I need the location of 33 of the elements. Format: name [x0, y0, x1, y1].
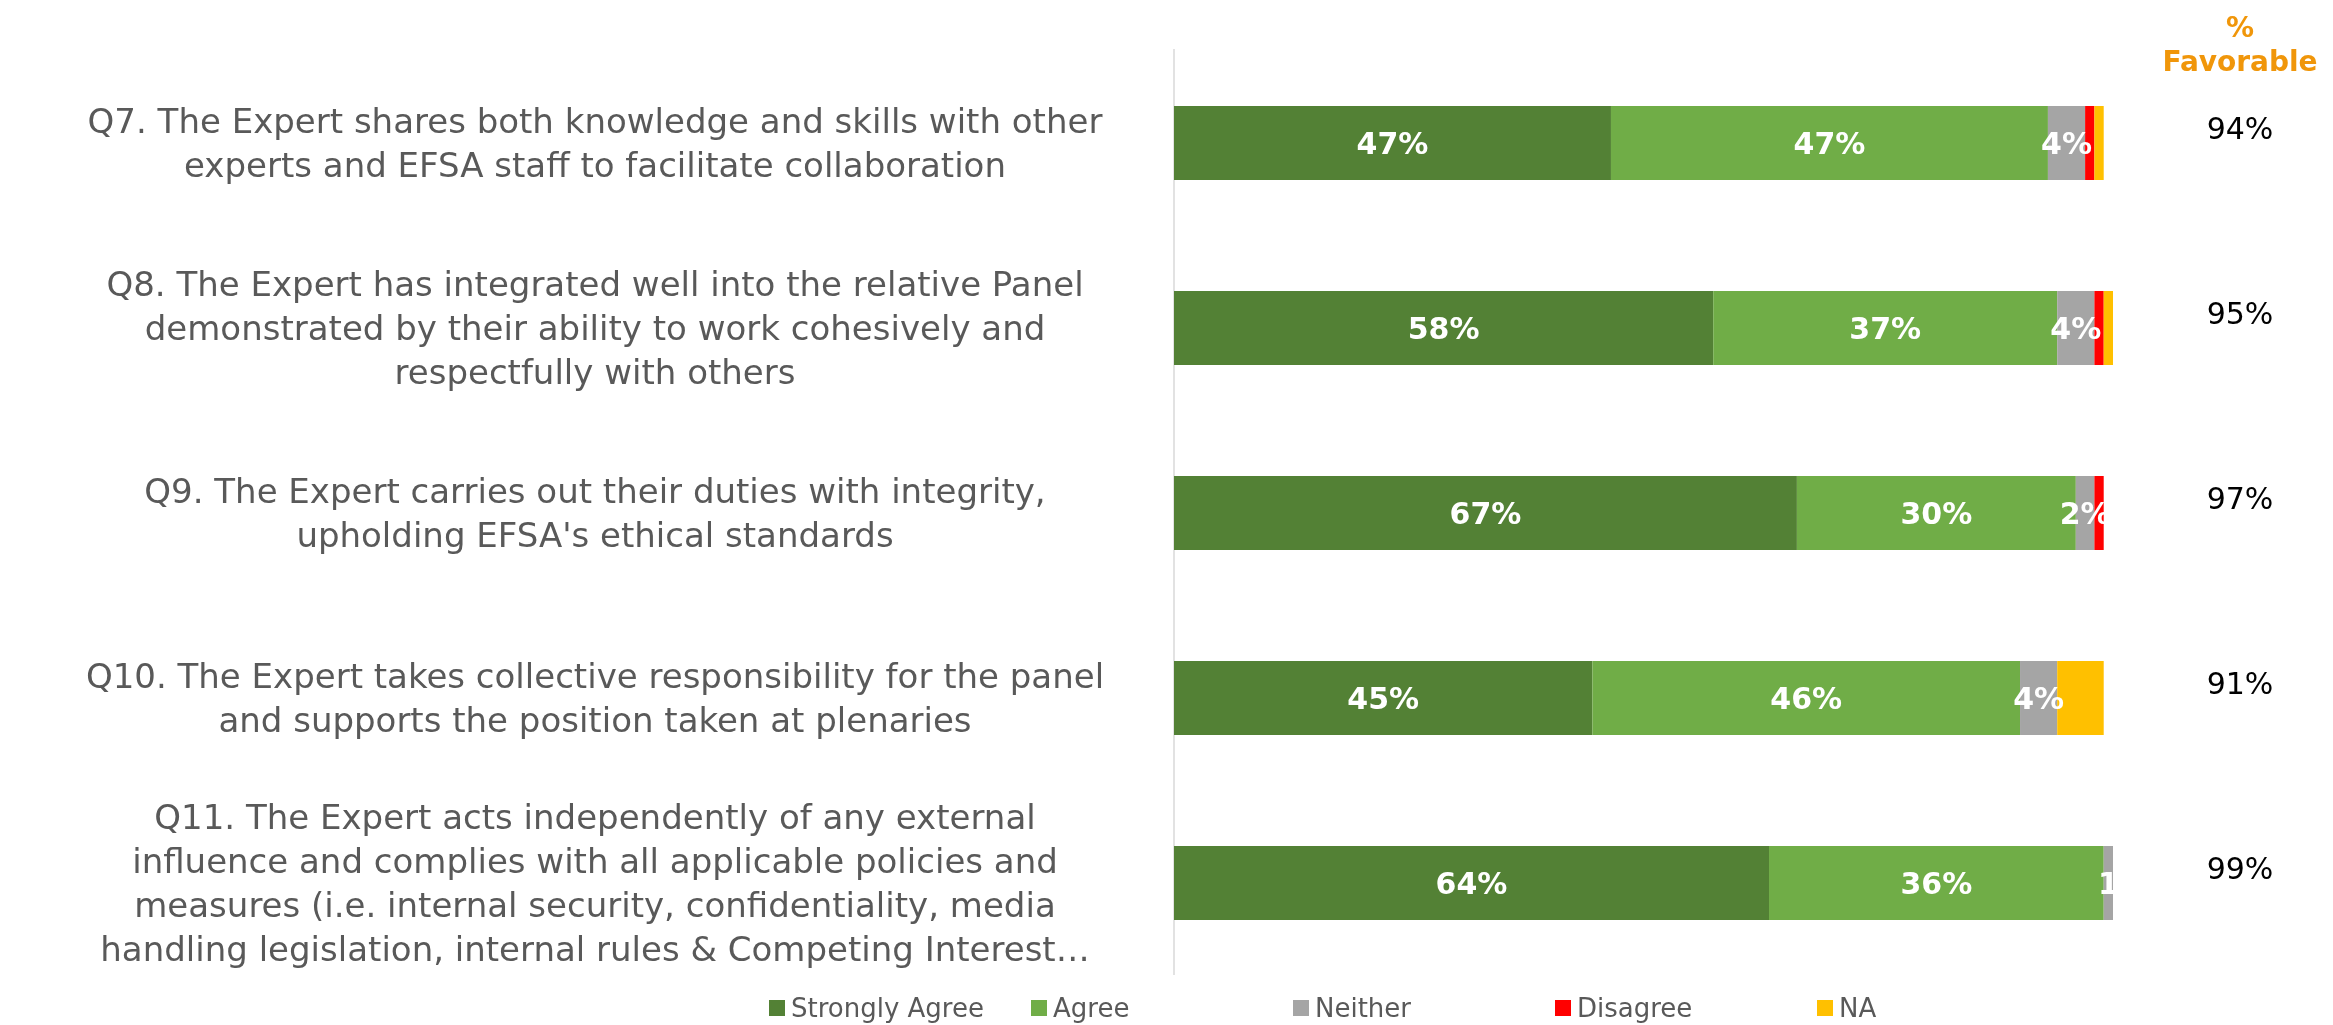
text: 97%	[2206, 481, 2274, 516]
text: 91%	[2206, 666, 2274, 701]
data-label: 30%	[1900, 495, 1973, 531]
y-tick-label: Q7. The Expert shares both knowledge and skills with other experts and EFSA staff to facilitate collaboration	[87, 100, 1103, 185]
bar	[1174, 661, 1593, 735]
legend-label: Neither	[1315, 993, 1412, 1024]
bar	[1174, 476, 1797, 550]
data-label: 45%	[1347, 680, 1420, 716]
data-label: 47%	[1793, 125, 1866, 161]
data-label: 37%	[1849, 310, 1922, 346]
y-tick-label: Q8. The Expert has integrated well into the relative Panel demonstrated by their ability to work cohesively and respectfully with others	[106, 263, 1084, 392]
bar	[1174, 106, 1611, 180]
y-tick-label: Q11. The Expert acts independently of any external influence and complies with all applicable policies and measures (i.e. internal security, confidentiality, media handling legislation, internal rules & Competing Interest…	[100, 796, 1090, 969]
legend-label: NA	[1839, 993, 1877, 1024]
text: 99%	[2206, 851, 2274, 886]
data-label: 64%	[1435, 865, 1508, 901]
legend-label: Strongly Agree	[791, 993, 984, 1024]
text: 95%	[2206, 296, 2274, 331]
bar	[2103, 291, 2113, 365]
legend-label: Disagree	[1577, 993, 1693, 1024]
data-label: 47%	[1356, 125, 1429, 161]
bar	[1174, 846, 1770, 920]
y-tick-label: Q10. The Expert takes collective responsibility for the panel and supports the position taken at plenaries	[85, 655, 1105, 740]
bar	[1174, 291, 1714, 365]
data-label: 46%	[1770, 680, 1843, 716]
data-label: 58%	[1407, 310, 1480, 346]
data-label: 36%	[1900, 865, 1973, 901]
bar	[2094, 106, 2104, 180]
y-tick-label: Q9. The Expert carries out their duties with integrity, upholding EFSA's ethical standards	[144, 470, 1046, 555]
text: % Favorable	[2162, 10, 2318, 78]
text: 94%	[2206, 111, 2274, 146]
data-label: 67%	[1449, 495, 1522, 531]
legend-label: Agree	[1053, 993, 1130, 1024]
